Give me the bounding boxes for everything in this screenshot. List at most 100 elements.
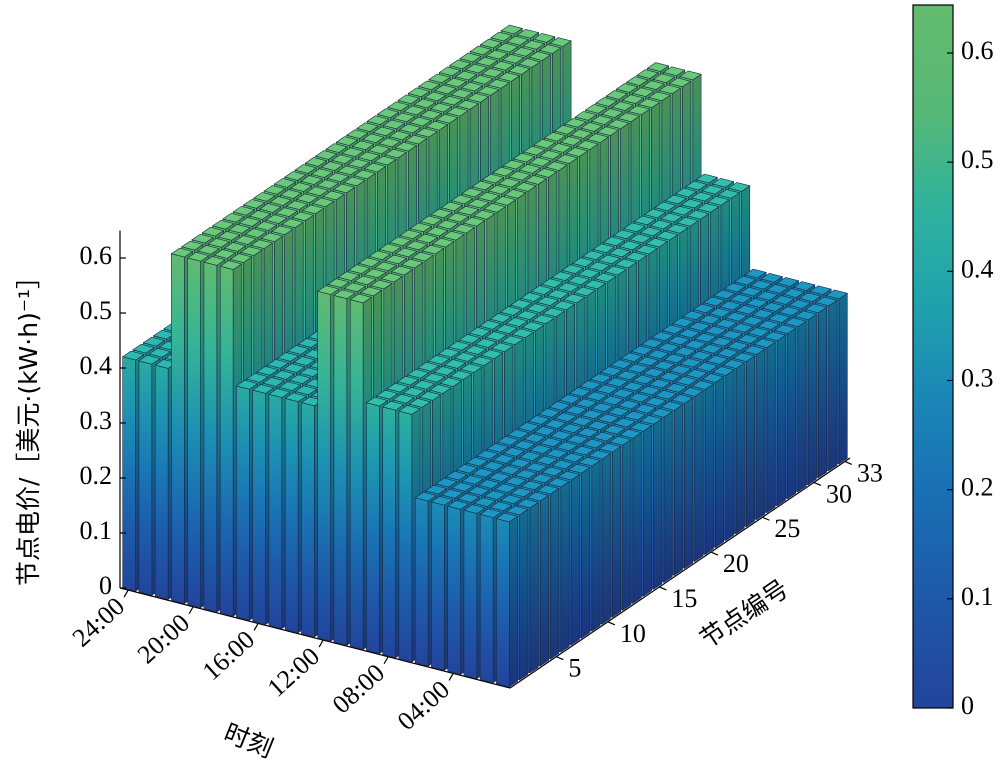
bar-top [284, 392, 308, 403]
bar-top [543, 419, 567, 429]
bar-top [487, 184, 511, 195]
bar-top [766, 284, 790, 294]
bar-top [631, 87, 655, 97]
bar-top [448, 59, 472, 70]
bar-top [582, 438, 606, 449]
bar-top [577, 268, 601, 279]
bar-top [415, 127, 438, 138]
bar-top [555, 154, 579, 164]
bar-top [804, 303, 828, 314]
bar-side [642, 425, 652, 597]
bar-top [499, 306, 523, 316]
bar-top [612, 229, 636, 240]
bar-top [488, 472, 511, 482]
bar-top [439, 377, 463, 387]
bar-top [502, 159, 526, 170]
x-tick [123, 589, 129, 598]
bar-top [545, 448, 569, 459]
bar-top [638, 385, 662, 396]
bar-top [446, 106, 469, 117]
bar-top [191, 233, 215, 244]
bar-side [663, 411, 673, 583]
bar-top [567, 275, 591, 286]
bar-top [524, 175, 548, 185]
x-axis-line [119, 587, 511, 689]
bar-top [314, 150, 338, 160]
bar-top [513, 440, 536, 450]
bar-top [435, 477, 458, 488]
x-tick [253, 623, 259, 631]
bar-top [446, 500, 470, 510]
bar-top [642, 80, 665, 90]
colorbar [912, 4, 954, 709]
x-axis-label: 时刻 [220, 718, 277, 764]
bar-top [121, 350, 145, 361]
bar-top [767, 313, 791, 323]
bar-top [576, 427, 600, 438]
bar-top [471, 180, 495, 191]
bar-top [633, 403, 657, 414]
bar-top [254, 221, 278, 231]
bar-top [511, 328, 535, 339]
bar-top [598, 442, 622, 453]
bar-top [658, 371, 682, 382]
bar-top [514, 469, 538, 480]
bar-top [676, 216, 700, 227]
bar-top [565, 147, 589, 157]
bar-top [337, 165, 360, 176]
bar-top [587, 261, 611, 272]
bar-top [583, 279, 607, 290]
bar-top [627, 105, 651, 116]
bar-top [353, 275, 377, 286]
bar-top [446, 212, 470, 223]
bar-top [747, 327, 771, 337]
bar-top [629, 233, 652, 244]
bar-top [493, 196, 517, 206]
bar-top [716, 348, 740, 358]
bar-top [692, 303, 716, 314]
bar-top [667, 335, 691, 346]
bar-top [322, 190, 346, 201]
bar-top [471, 74, 494, 85]
bar-top [794, 310, 818, 321]
bar-front [171, 253, 185, 604]
bar-side [704, 383, 714, 556]
bar-top [624, 251, 648, 262]
bar-side [746, 355, 755, 528]
bar-top [248, 210, 272, 220]
bar-top [538, 408, 561, 418]
bar-top [570, 416, 594, 427]
bar-top [744, 268, 767, 279]
bar-top [733, 275, 757, 286]
bar-top [559, 136, 583, 146]
bar-top [306, 186, 329, 197]
bar-side [539, 494, 549, 667]
x-tick-label: 08:00 [327, 658, 390, 719]
y-tick [762, 516, 770, 521]
bar-top [518, 58, 541, 68]
bar-top [301, 204, 325, 215]
bar-side [828, 299, 838, 472]
bar-top [551, 459, 575, 470]
y-tick-label: 25 [774, 514, 800, 543]
bar-top [240, 246, 263, 256]
bar-top [496, 436, 520, 446]
bar-top [289, 182, 313, 192]
x-tick [188, 606, 194, 615]
bar-top [223, 242, 247, 252]
bar-side [612, 446, 622, 618]
bar-side [694, 390, 704, 562]
bar-side [838, 292, 848, 465]
bar-top [478, 320, 502, 330]
bar-top [663, 353, 687, 364]
bar-top [455, 463, 479, 474]
bar-top [601, 108, 624, 118]
bar-top [792, 281, 816, 291]
bar-top [522, 145, 546, 156]
bar-top [326, 172, 350, 183]
bar-top [378, 243, 402, 254]
bar-top [674, 187, 698, 198]
bar-top [429, 102, 453, 113]
z-tick-label: 0.5 [80, 296, 113, 325]
bar-top [503, 189, 527, 199]
